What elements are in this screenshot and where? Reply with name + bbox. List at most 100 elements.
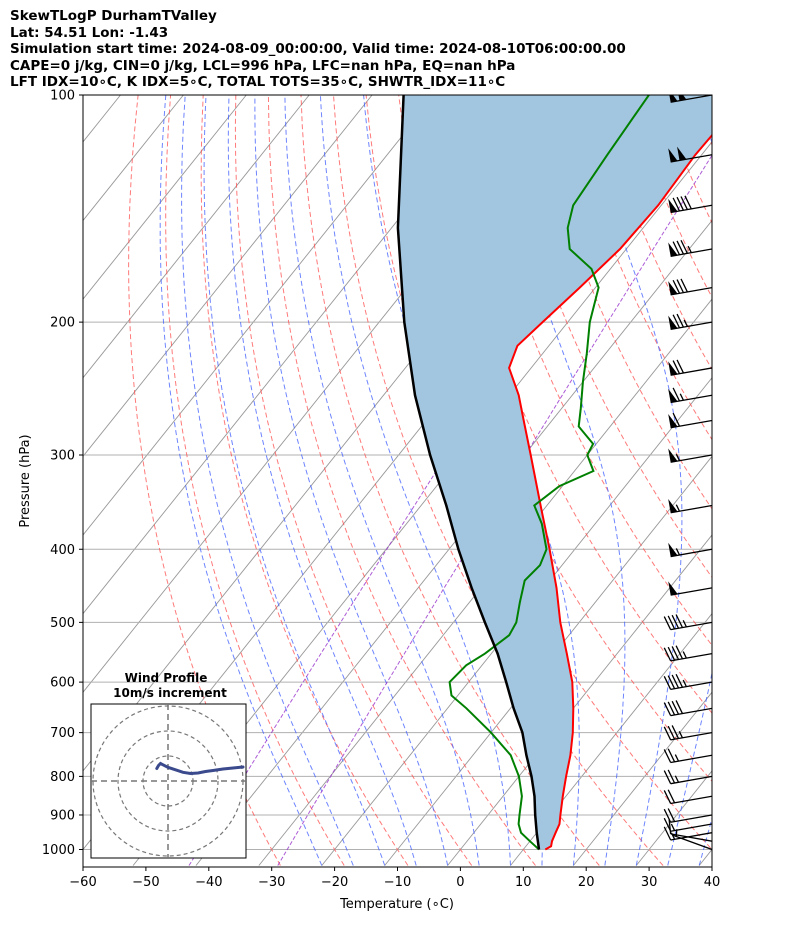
barb-full (667, 789, 676, 804)
barb-full (663, 817, 672, 832)
wind-barb (668, 499, 712, 514)
x-tick-label: −20 (321, 875, 348, 890)
barb-full (667, 646, 676, 661)
dry-adiabat-line (398, 95, 712, 782)
barb-half (675, 504, 681, 512)
mixing-ratio-line (277, 154, 712, 866)
barb-flag (668, 542, 678, 557)
dry-adiabat-line (790, 95, 794, 866)
barb-half (687, 245, 692, 253)
wind-barb (663, 673, 712, 691)
barb-full (663, 702, 672, 716)
barb-full (675, 614, 684, 628)
wind-barb (668, 195, 712, 214)
moist-adiabat-line (319, 95, 511, 866)
header-indices-1: CAPE=0 j/kg, CIN=0 j/kg, LCL=996 hPa, LF… (10, 57, 516, 74)
wind-barbs (663, 95, 712, 851)
barb-flag (668, 499, 678, 513)
barb-full (667, 725, 676, 740)
barb-full (676, 196, 685, 211)
wind-barb (668, 359, 712, 376)
y-tick-label: 400 (50, 543, 75, 558)
wind-barb (663, 808, 712, 823)
wind-barb (668, 313, 712, 331)
dry-adiabat-line (725, 95, 794, 866)
barb-shaft (670, 652, 712, 662)
barb-full (684, 195, 692, 210)
barb-half (675, 453, 681, 462)
x-tick-label: 20 (578, 875, 595, 890)
barb-half (675, 548, 681, 556)
isotherm-line (83, 95, 373, 458)
barb-flag (668, 315, 678, 330)
barb-shaft (670, 795, 712, 805)
barb-shaft (670, 823, 712, 832)
parcel-profile-line (396, 95, 541, 850)
barb-shaft (670, 707, 712, 717)
wind-barb (668, 387, 712, 404)
barb-full (675, 673, 684, 688)
dry-adiabat-line (561, 95, 712, 441)
temperature-profile-line (508, 133, 712, 851)
barb-half (670, 832, 676, 840)
y-tick-label: 300 (50, 448, 75, 463)
isotherm-line (573, 691, 712, 866)
wind-barb (663, 645, 712, 662)
dry-adiabat-line (200, 95, 409, 866)
barb-half (678, 731, 684, 739)
barb-flag (668, 198, 678, 213)
barb-full (672, 314, 681, 329)
barb-full (676, 240, 685, 255)
dry-adiabat-line (267, 95, 536, 866)
barb-shaft (670, 731, 712, 741)
hodograph-title: Wind Profile (125, 671, 208, 685)
isotherm-line (83, 95, 436, 536)
isotherm-line (83, 95, 310, 379)
y-axis-label: Pressure (hPa) (18, 434, 33, 527)
barb-shaft (670, 832, 712, 841)
barb-full (672, 197, 681, 212)
wind-barb (668, 278, 712, 296)
barb-full (663, 790, 672, 804)
dewpoint-profile-line (448, 95, 650, 851)
barb-full (663, 808, 672, 823)
x-axis-label: Temperature (∘C) (339, 897, 454, 912)
barb-half (674, 754, 680, 762)
barb-flag (678, 95, 687, 101)
x-tick-label: −50 (132, 875, 159, 890)
barb-flag (668, 448, 678, 463)
barb-shaft (670, 754, 712, 764)
x-tick-label: −10 (384, 875, 411, 890)
barb-full (667, 675, 676, 689)
barb-full (667, 769, 676, 784)
barb-full (663, 616, 672, 630)
barb-half (683, 319, 688, 327)
moist-adiabat-line (575, 95, 683, 866)
wind-barb (663, 748, 712, 764)
moist-adiabat-line (698, 816, 712, 866)
barb-half (679, 393, 685, 401)
y-tick-label: 100 (50, 89, 75, 104)
barb-full (671, 674, 680, 689)
isotherm-line (258, 298, 712, 866)
barb-half (674, 775, 680, 783)
header-location: Lat: 54.51 Lon: -1.43 (10, 24, 169, 41)
hodograph-subtitle: 10m/s increment (113, 686, 227, 700)
x-tick-label: 40 (704, 875, 721, 890)
x-tick-label: 30 (641, 875, 658, 890)
barb-full (663, 726, 672, 741)
y-tick-label: 800 (50, 770, 75, 785)
barb-flag (668, 361, 678, 376)
header-title: SkewTLogP DurhamTValley (10, 8, 217, 24)
wind-barb (663, 769, 712, 785)
barb-full (663, 647, 672, 662)
barb-flag (677, 146, 687, 161)
wind-barb (668, 412, 712, 429)
barb-full (676, 313, 685, 328)
wind-barb (668, 239, 712, 257)
dry-adiabat-line (528, 95, 712, 510)
x-tick-label: −60 (69, 875, 96, 890)
moist-adiabat-lines (159, 95, 712, 866)
wind-barb (668, 819, 712, 842)
barb-shaft (670, 419, 712, 429)
